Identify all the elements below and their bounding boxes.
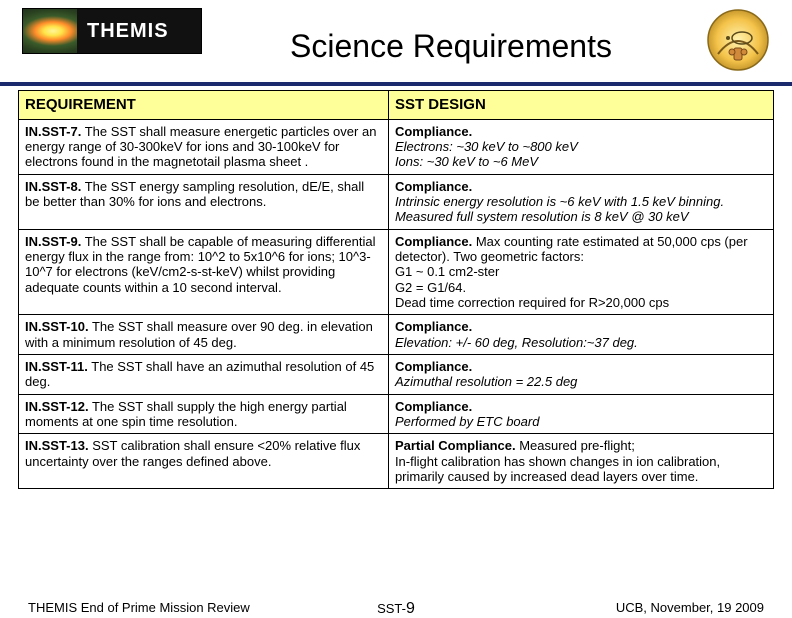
col-header-requirement: REQUIREMENT (19, 91, 389, 120)
requirement-id: IN.SST-10. (25, 319, 89, 334)
design-text: Intrinsic energy resolution is ~6 keV wi… (395, 194, 724, 224)
requirement-id: IN.SST-11. (25, 359, 88, 374)
col-header-design: SST DESIGN (388, 91, 773, 120)
footer-center-label: SST- (377, 601, 406, 616)
design-cell: Compliance. Performed by ETC board (388, 394, 773, 434)
compliance-label: Partial Compliance. (395, 438, 516, 453)
design-text: Electrons: ~30 keV to ~800 keV Ions: ~30… (395, 139, 578, 169)
design-text: Performed by ETC board (395, 414, 540, 429)
requirement-id: IN.SST-12. (25, 399, 89, 414)
compliance-label: Compliance. (395, 319, 472, 334)
table-row: IN.SST-10. The SST shall measure over 90… (19, 315, 774, 355)
design-cell: Compliance. Max counting rate estimated … (388, 229, 773, 315)
footer-page-number: 9 (406, 600, 415, 617)
themis-brand-text: THEMIS (77, 9, 201, 53)
requirement-cell: IN.SST-10. The SST shall measure over 90… (19, 315, 389, 355)
table-row: IN.SST-12. The SST shall supply the high… (19, 394, 774, 434)
design-cell: Compliance. Electrons: ~30 keV to ~800 k… (388, 119, 773, 174)
requirement-cell: IN.SST-7. The SST shall measure energeti… (19, 119, 389, 174)
table-row: IN.SST-11. The SST shall have an azimuth… (19, 354, 774, 394)
slide: THEMIS Science Requirements (0, 0, 792, 612)
compliance-label: Compliance. (395, 359, 472, 374)
design-text: Azimuthal resolution = 22.5 deg (395, 374, 577, 389)
design-cell: Compliance. Intrinsic energy resolution … (388, 174, 773, 229)
requirement-cell: IN.SST-13. SST calibration shall ensure … (19, 434, 389, 489)
requirement-id: IN.SST-8. (25, 179, 81, 194)
themis-logo: THEMIS (22, 8, 202, 54)
header: THEMIS Science Requirements (0, 0, 792, 86)
table-body: IN.SST-7. The SST shall measure energeti… (19, 119, 774, 489)
table-row: IN.SST-8. The SST energy sampling resolu… (19, 174, 774, 229)
compliance-label: Compliance. (395, 399, 472, 414)
compliance-label: Compliance. (395, 179, 472, 194)
footer-right: UCB, November, 19 2009 (616, 600, 764, 615)
compliance-label: Compliance. (395, 124, 472, 139)
mission-badge-icon (706, 8, 770, 72)
design-cell: Compliance. Azimuthal resolution = 22.5 … (388, 354, 773, 394)
requirement-id: IN.SST-9. (25, 234, 81, 249)
design-cell: Compliance. Elevation: +/- 60 deg, Resol… (388, 315, 773, 355)
requirement-cell: IN.SST-8. The SST energy sampling resolu… (19, 174, 389, 229)
table-row: IN.SST-9. The SST shall be capable of me… (19, 229, 774, 315)
table-header-row: REQUIREMENT SST DESIGN (19, 91, 774, 120)
requirement-id: IN.SST-7. (25, 124, 81, 139)
table-row: IN.SST-7. The SST shall measure energeti… (19, 119, 774, 174)
requirement-cell: IN.SST-12. The SST shall supply the high… (19, 394, 389, 434)
table-row: IN.SST-13. SST calibration shall ensure … (19, 434, 774, 489)
page-title: Science Requirements (230, 28, 672, 65)
content-area: REQUIREMENT SST DESIGN IN.SST-7. The SST… (18, 90, 774, 489)
requirement-id: IN.SST-13. (25, 438, 89, 453)
design-text: Elevation: +/- 60 deg, Resolution:~37 de… (395, 335, 638, 350)
design-cell: Partial Compliance. Measured pre-flight;… (388, 434, 773, 489)
requirement-cell: IN.SST-11. The SST shall have an azimuth… (19, 354, 389, 394)
compliance-label: Compliance. (395, 234, 472, 249)
requirements-table: REQUIREMENT SST DESIGN IN.SST-7. The SST… (18, 90, 774, 489)
requirement-cell: IN.SST-9. The SST shall be capable of me… (19, 229, 389, 315)
